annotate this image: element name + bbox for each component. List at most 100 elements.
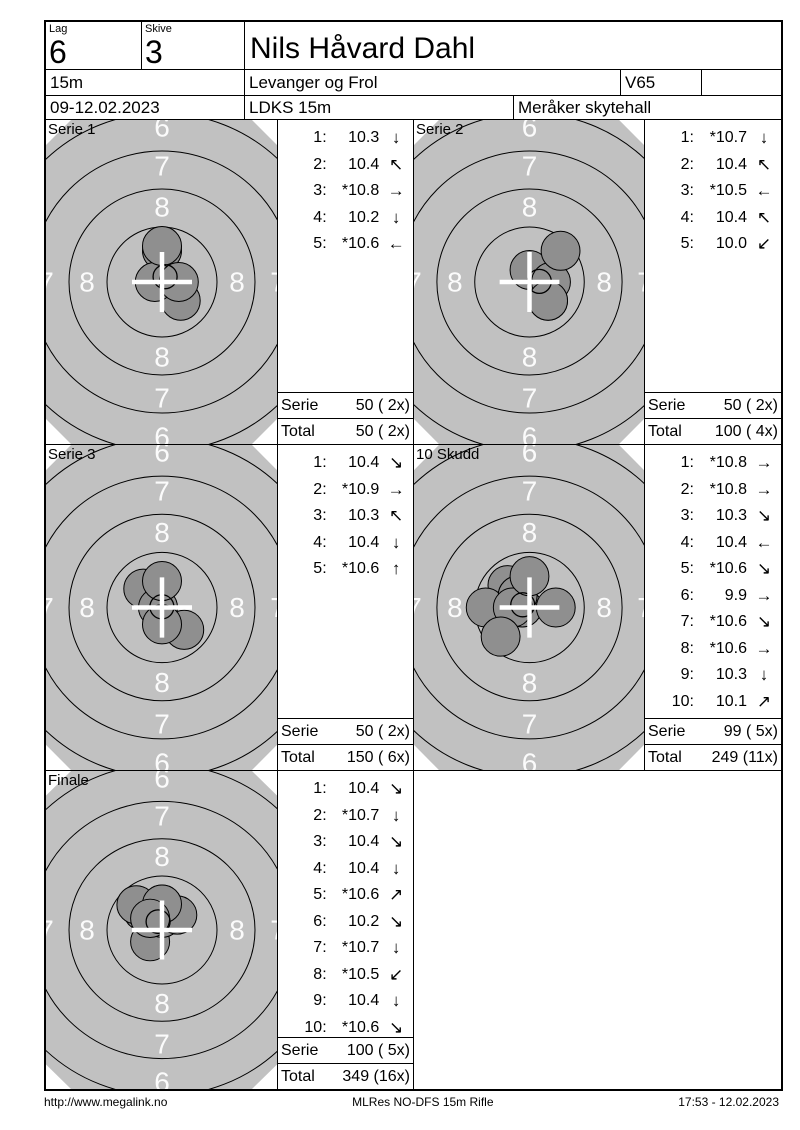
score-panel: 1: 10.4 ↘ 2: *10.7 ↓ 3: 10.4 ↘ 4: 10.4 ↓ 5: *10.6 ↗ 6: 1… [278, 771, 414, 1089]
shot-row: 4: 10.4 ← [645, 530, 781, 557]
ring-number: 8 [596, 592, 612, 623]
ring-number: 8 [522, 341, 537, 372]
shot-direction-arrow-icon: ↓ [391, 858, 401, 878]
shot-direction-arrow-icon: ↗ [389, 885, 404, 905]
shot-direction-arrow-icon: → [755, 479, 773, 499]
shot-direction-arrow-icon: ← [755, 181, 773, 201]
ring-number: 8 [229, 915, 245, 946]
shooter-name: Nils Håvard Dahl [250, 32, 476, 65]
footer-timestamp: 17:53 - 12.02.2023 [678, 1095, 779, 1109]
shot-direction-arrow-icon: ↙ [756, 234, 772, 254]
results-grid: Serie 188887777661:10.3↓2:10.4↖3:*10.8→4… [46, 120, 781, 1089]
shot-row: 6: 10.2 ↘ [278, 909, 413, 936]
shot-number: 5: [313, 886, 327, 904]
score-panel: 1: 10.3 ↓ 2: 10.4 ↖ 3: *10.8 → 4: 10.2 ↓ 5: *10.6 ← Ser… [278, 120, 414, 445]
score-table: 1: 10.4 ↘ 2: *10.9 → 3: 10.3 ↖ 4: 10.4 ↓ 5: *10.6 ↑ Ser… [278, 445, 413, 770]
ring-number: 7 [154, 476, 170, 507]
shot-number: 2: [313, 806, 327, 824]
total-sum-label: Total [281, 422, 315, 440]
shot-number: 4: [680, 208, 694, 226]
total-sum-label: Total [648, 422, 682, 440]
shot-direction-arrow-icon: ↖ [756, 207, 772, 227]
shot-direction-arrow-icon: ↖ [389, 506, 404, 526]
target-panel: Serie 28888777766 [414, 120, 645, 445]
header-row-1: Lag 6 Skive 3 Nils Håvard Dahl [46, 22, 781, 70]
ring-number: 7 [270, 915, 277, 946]
shot-number: 4: [313, 859, 327, 877]
total-sum-label: Total [648, 748, 682, 766]
ring-number: 7 [154, 1028, 170, 1059]
ring-number: 6 [522, 421, 537, 444]
serie-sum-value: 50 ( 2x) [723, 396, 778, 414]
serie-sum-row: Serie 100 ( 5x) [278, 1037, 413, 1063]
serie-sum-label: Serie [281, 1041, 319, 1059]
target-series-label: Serie 1 [48, 121, 96, 138]
shot-row: 7: *10.7 ↓ [278, 935, 413, 962]
shot-value: *10.9 [341, 480, 380, 498]
total-sum-value: 50 ( 2x) [355, 422, 410, 440]
distance: 15m [46, 70, 245, 95]
ring-number: 8 [447, 266, 462, 297]
target-panel: Serie 38888777766 [46, 445, 278, 771]
shot-number: 1: [313, 129, 327, 147]
shot-direction-arrow-icon: ↓ [391, 938, 401, 958]
shot-row: 3: *10.8 → [278, 178, 413, 205]
shot-direction-arrow-icon: ↓ [759, 128, 769, 148]
ring-number: 6 [154, 747, 170, 770]
serie-sum-label: Serie [281, 722, 319, 740]
shot-number: 3: [313, 182, 327, 200]
ring-number: 7 [637, 266, 644, 297]
page-footer: http://www.megalink.no MLRes NO-DFS 15m … [44, 1095, 779, 1109]
shot-row: 5: *10.6 ↗ [278, 882, 413, 909]
empty-cell [702, 70, 781, 95]
shot-number: 8: [313, 965, 327, 983]
ring-number: 6 [154, 771, 170, 793]
skive-cell: Skive 3 [142, 22, 245, 69]
shot-direction-arrow-icon: → [755, 638, 773, 658]
serie-sum-value: 50 ( 2x) [355, 722, 410, 740]
shot-row: 7: *10.6 ↘ [645, 609, 781, 636]
target-image: 8888777766 [46, 120, 277, 444]
total-sum-label: Total [281, 1067, 315, 1085]
shot-value: *10.6 [341, 560, 380, 578]
shot-hole [480, 616, 521, 657]
shot-number: 4: [313, 208, 327, 226]
lag-cell: Lag 6 [46, 22, 142, 69]
shot-number: 10: [671, 692, 694, 710]
shot-value: 10.2 [348, 912, 380, 930]
shot-row: 10: 10.1 ↗ [645, 689, 781, 716]
shot-number: 7: [680, 613, 694, 631]
shot-number: 3: [313, 507, 327, 525]
ring-number: 8 [154, 192, 170, 223]
shot-number: 3: [680, 507, 694, 525]
shot-number: 1: [680, 129, 694, 147]
shot-value: *10.7 [341, 939, 380, 957]
ring-number: 7 [637, 592, 644, 623]
shot-number: 2: [313, 155, 327, 173]
total-sum-row: Total 349 (16x) [278, 1063, 413, 1089]
shot-row: 2: *10.8 → [645, 477, 781, 504]
shot-number: 2: [680, 155, 694, 173]
shot-value: 10.2 [348, 208, 380, 226]
serie-sum-row: Serie 50 ( 2x) [645, 392, 781, 418]
ring-number: 7 [154, 708, 170, 739]
shot-value: 10.1 [715, 692, 747, 710]
total-sum-value: 100 ( 4x) [714, 422, 778, 440]
ring-number: 8 [154, 517, 170, 548]
total-sum-row: Total 150 ( 6x) [278, 744, 413, 770]
lag-value: 6 [49, 34, 67, 69]
shot-number: 5: [313, 560, 327, 578]
shot-list: 1: 10.4 ↘ 2: *10.9 → 3: 10.3 ↖ 4: 10.4 ↓ 5: *10.6 ↑ [278, 445, 413, 718]
shot-direction-arrow-icon: ↙ [389, 964, 404, 984]
ring-number: 8 [154, 988, 170, 1019]
ring-number: 7 [154, 801, 170, 832]
shot-row: 3: *10.5 ← [645, 178, 781, 205]
score-table: 1: *10.7 ↓ 2: 10.4 ↖ 3: *10.5 ← 4: 10.4 ↖ 5: 10.0 ↙ Ser… [645, 120, 781, 444]
serie-sum-label: Serie [648, 396, 686, 414]
shot-value: *10.8 [341, 182, 380, 200]
target-panel: Serie 18888777766 [46, 120, 278, 445]
shot-row: 4: 10.2 ↓ [278, 205, 413, 232]
shot-number: 4: [313, 533, 327, 551]
target-image: 8888777766 [414, 445, 644, 770]
mean-point-circle [145, 909, 171, 935]
